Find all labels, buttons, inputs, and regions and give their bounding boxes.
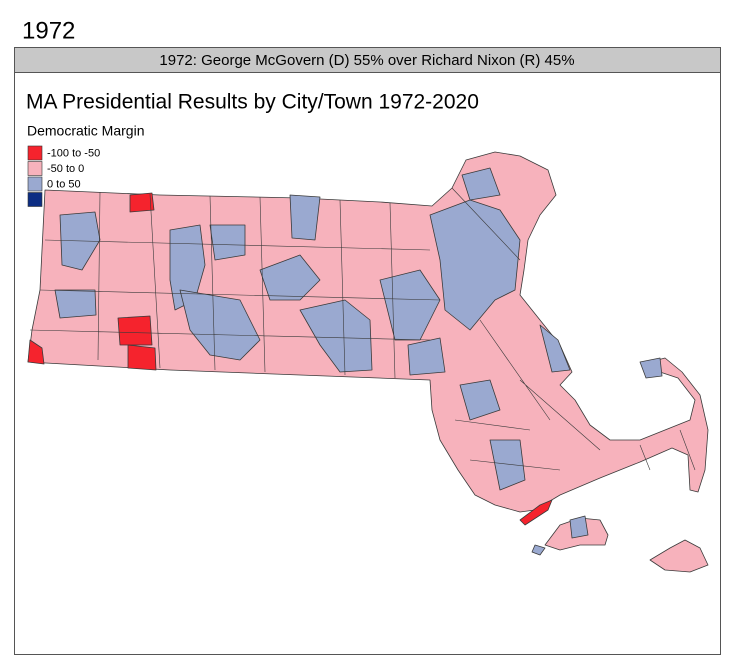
blue-region [179,289,261,361]
blue-region [407,337,446,376]
red-town [127,344,157,371]
blue-region [259,254,321,301]
vineyard-town [569,515,589,539]
legend-label: -100 to -50 [47,147,100,159]
legend-swatch [27,192,43,207]
legend-label: 0 to 50 [47,178,81,190]
red-town [519,499,553,526]
red-town [27,339,45,365]
blue-region [639,357,663,379]
blue-region [379,269,441,341]
town-lines [29,187,696,471]
blue-region [209,224,246,261]
banner-text: 1972: George McGovern (D) 55% over Richa… [159,52,574,69]
blue-region [289,194,321,241]
vineyard-town [531,544,546,556]
map [27,151,709,573]
legend-label: -50 to 0 [47,163,84,175]
red-town [117,315,153,346]
nantucket [649,539,709,573]
map-title: MA Presidential Results by City/Town 197… [26,91,479,114]
legend-swatch [27,176,43,192]
legend-swatch [27,145,43,161]
legend-swatch [27,161,43,176]
blue-region [459,379,501,421]
red-town [129,192,155,213]
blue-region [54,289,97,319]
blue-region [489,439,526,491]
blue-region [461,167,501,201]
banner-box [14,47,721,73]
blue-region [539,324,571,373]
legend-title: Democratic Margin [27,123,144,139]
blue-region [429,199,521,331]
page-title: 1972 [22,17,75,44]
blue-region [299,299,373,373]
